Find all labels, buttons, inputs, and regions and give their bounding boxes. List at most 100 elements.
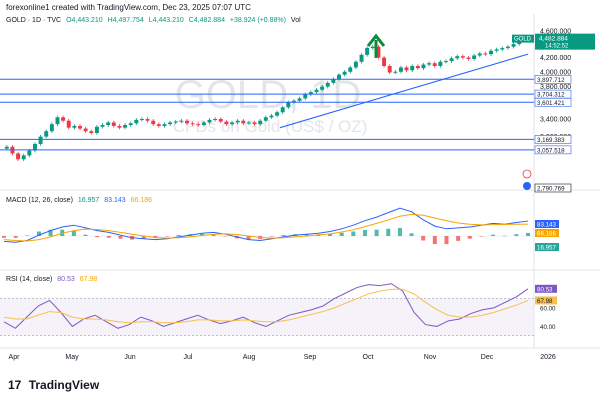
candle-body <box>241 120 246 124</box>
candle-body <box>139 118 144 120</box>
level-price-label: 3,169.383 <box>537 137 565 144</box>
candle-body <box>365 48 370 55</box>
candle-body <box>66 120 71 128</box>
up-arrow-icon <box>366 33 386 47</box>
rsi-axis-label: 40.00 <box>540 324 556 331</box>
symbol-flag-text: GOLD <box>514 37 532 43</box>
candle-body <box>44 131 49 137</box>
candle-body <box>207 119 212 123</box>
candle-body <box>4 146 9 149</box>
macd-title[interactable]: MACD (12, 26, close) <box>6 197 73 204</box>
macd-value-label: 83.143 <box>537 222 556 229</box>
candle-body <box>286 102 291 108</box>
macd-histogram-bar <box>351 231 356 236</box>
level-price-tag <box>534 135 572 144</box>
level-price-label: 3,897.712 <box>537 77 565 84</box>
price-axis-label: 3,800.000 <box>540 84 571 91</box>
watermark-description: CFDs on Gold (US$ / OZ) <box>173 117 368 136</box>
candle-body <box>123 125 128 128</box>
rsi-line[interactable] <box>3 283 529 329</box>
macd-legend: MACD (12, 26, close) 16.957 83.143 66.18… <box>6 197 155 204</box>
candle-body <box>196 124 201 126</box>
candle-body <box>32 143 37 151</box>
candle-body <box>427 63 432 65</box>
rsi-axis-label: 80.53 <box>537 286 553 293</box>
time-axis-label: Jun <box>124 354 135 361</box>
macd-histogram-bar <box>2 236 6 238</box>
candle-body <box>179 120 184 122</box>
lightning-event-icon[interactable] <box>522 169 532 179</box>
time-axis-label: May <box>65 354 79 361</box>
candle-body <box>303 94 308 99</box>
macd-histogram-bar <box>339 232 344 236</box>
macd-histogram-bar <box>328 233 333 236</box>
candle-body <box>168 122 173 125</box>
rsi-value: 80.53 <box>57 276 75 283</box>
candle-body <box>337 74 341 80</box>
time-axis-label: Jul <box>184 354 193 361</box>
symbol-name[interactable]: GOLD · 1D · TVC <box>6 17 62 24</box>
macd-histogram-bar <box>502 235 507 237</box>
tradingview-brand: TradingView <box>28 378 100 392</box>
macd-line[interactable] <box>3 207 529 243</box>
rsi-title[interactable]: RSI (14, close) <box>6 276 53 283</box>
candle-body <box>89 131 94 134</box>
candle-body <box>145 118 150 121</box>
ohlc-open: O4,443.210 <box>66 17 103 24</box>
time-axis-label: Aug <box>243 354 256 361</box>
level-price-label: 3,057.518 <box>537 147 565 154</box>
level-price-label: 3,704.312 <box>537 92 565 99</box>
macd-histogram-bar <box>456 236 461 241</box>
macd-histogram-bar <box>199 233 204 236</box>
candle-body <box>331 79 336 83</box>
candle-body <box>72 125 77 128</box>
macd-signal-line[interactable] <box>3 213 529 242</box>
candle-body <box>483 53 488 55</box>
level-price-tag <box>534 145 572 155</box>
macd-histogram-bar <box>246 236 251 240</box>
macd-value-label: 16.957 <box>537 245 556 252</box>
candle-body <box>382 57 387 67</box>
rsi-ma-line[interactable] <box>3 288 529 324</box>
watermark-symbol: GOLD, 1D <box>175 73 362 117</box>
candle-body <box>173 121 178 123</box>
price-change: +38.924 (+0.88%) <box>229 17 286 24</box>
candle-body <box>376 46 381 58</box>
candle-body <box>472 55 477 59</box>
candle-body <box>111 122 116 126</box>
volume-label[interactable]: Vol <box>290 17 301 24</box>
candle-body <box>100 125 105 127</box>
economic-event-icon[interactable] <box>523 182 531 190</box>
macd-histogram-bar <box>36 231 41 236</box>
candle-body <box>275 112 280 116</box>
macd-histogram-bar <box>25 235 30 236</box>
candle-body <box>49 124 54 132</box>
macd-histogram-bar <box>432 236 437 245</box>
macd-histogram-bar <box>223 236 228 237</box>
candle-body <box>252 122 257 125</box>
candle-body <box>410 66 415 71</box>
ascending-trendline[interactable] <box>279 53 529 129</box>
candle-body <box>398 67 403 72</box>
time-axis-label: 2026 <box>540 354 556 361</box>
candle-body <box>348 67 353 72</box>
level-price-tag <box>534 183 572 193</box>
candle-body <box>505 46 510 49</box>
price-axis-label: 4,000.000 <box>540 69 571 76</box>
last-price-tag <box>535 33 595 50</box>
candle-body <box>38 136 43 144</box>
price-axis-label: 4,600.000 <box>540 29 571 36</box>
macd-histogram-bar <box>281 235 286 236</box>
macd-histogram-bar <box>526 232 530 236</box>
candle-body <box>218 118 223 122</box>
symbol-price-flag <box>512 34 534 43</box>
macd-histogram-bar <box>118 236 123 239</box>
macd-histogram-bar <box>467 236 472 239</box>
tradingview-footer[interactable]: 17 TradingView <box>8 378 99 392</box>
macd-histogram-bar <box>176 235 181 236</box>
candle-body <box>314 89 319 93</box>
macd-histogram-bar <box>71 230 76 236</box>
candle-body <box>78 125 82 129</box>
